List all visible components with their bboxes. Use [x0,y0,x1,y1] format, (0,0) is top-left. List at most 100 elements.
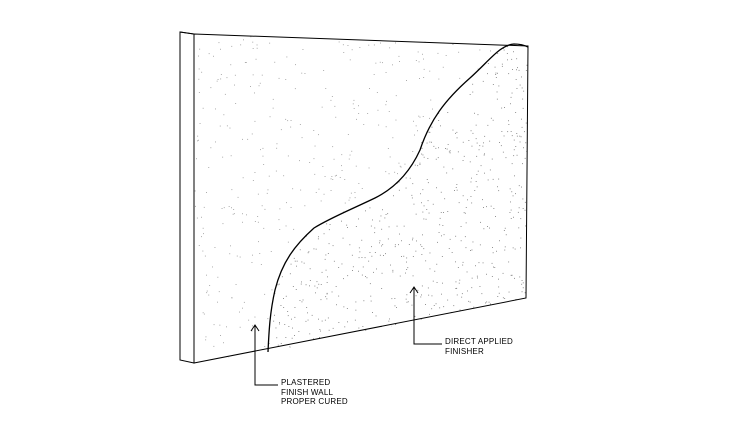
stipple-dot [496,317,498,319]
stipple-dot [460,151,462,153]
stipple-dot [472,66,474,67]
stipple-dot [210,152,211,153]
stipple-dot [433,61,435,63]
stipple-dot [345,280,347,282]
stipple-dot [518,185,520,187]
stipple-dot [425,218,427,220]
stipple-dot [518,195,519,196]
stipple-dot [480,198,481,199]
stipple-dot [464,193,466,195]
stipple-dot [406,257,408,259]
stipple-dot [455,187,457,188]
stipple-dot [322,159,324,161]
stipple-dot [438,323,440,324]
stipple-dot [251,330,253,332]
stipple-dot [208,294,210,296]
stipple-dot [283,118,284,120]
stipple-dot [414,164,416,166]
stipple-dot [380,42,381,44]
stipple-dot [219,87,220,88]
stipple-dot [458,282,460,284]
stipple-dot [341,154,343,156]
stipple-dot [213,55,214,57]
stipple-dot [429,141,431,143]
stipple-dot [427,259,429,261]
stipple-dot [451,252,453,253]
stipple-dot [345,116,347,118]
stipple-dot [265,96,266,97]
stipple-dot [243,107,244,108]
stipple-dot [515,348,517,350]
stipple-dot [277,212,279,213]
stipple-dot [440,125,441,127]
stipple-dot [327,100,329,102]
stipple-dot [411,197,413,199]
stipple-dot [242,213,243,215]
stipple-dot [526,268,528,269]
stipple-dot [493,208,495,209]
stipple-dot [216,264,217,265]
stipple-dot [237,231,238,232]
stipple-dot [521,35,522,36]
stipple-dot [336,174,337,176]
stipple-dot [354,151,356,152]
stipple-dot [386,100,387,102]
stipple-dot [469,151,471,153]
stipple-dot [212,201,213,202]
stipple-dot [400,325,402,327]
stipple-dot [268,173,269,175]
stipple-dot [297,292,299,294]
stipple-dot [309,285,310,287]
stipple-dot [287,219,289,221]
stipple-dot [475,181,477,182]
stipple-dot [395,343,397,344]
stipple-dot [389,156,391,158]
stipple-dot [391,298,393,300]
stipple-dot [263,164,265,165]
wall-face [193,33,529,364]
stipple-dot [244,140,245,141]
stipple-dot [465,178,467,180]
stipple-dot [426,209,428,210]
stipple-dot [456,294,458,296]
stipple-dot [461,293,463,295]
stipple-dot [518,69,520,71]
stipple-dot [392,271,394,273]
stipple-dot [301,137,303,139]
stipple-dot [429,325,431,327]
stipple-dot [392,221,394,223]
stipple-dot [276,149,278,151]
stipple-dot [238,276,239,277]
stipple-dot [221,242,222,243]
stipple-dot [525,225,527,227]
stipple-dot [519,84,521,86]
stipple-dot [200,195,201,196]
stipple-dot [282,99,284,100]
stipple-dot [435,147,437,149]
stipple-dot [294,290,295,292]
stipple-dot [252,41,254,43]
stipple-dot [471,202,473,204]
stipple-dot [203,318,204,319]
stipple-dot [511,58,513,60]
stipple-dot [305,284,307,286]
stipple-dot [406,104,408,106]
stipple-dot [419,330,420,332]
stipple-dot [511,135,513,137]
stipple-dot [308,251,310,253]
stipple-dot [366,170,367,172]
stipple-dot [489,227,490,229]
stipple-dot [413,39,414,40]
stipple-dot [393,299,394,301]
stipple-dot [484,153,485,155]
stipple-dot [393,326,394,328]
stipple-dot [520,345,521,346]
stipple-dot [316,44,318,45]
stipple-dot [456,139,458,141]
stipple-dot [508,124,510,125]
stipple-dot [430,151,431,152]
stipple-dot [462,141,464,143]
stipple-dot [346,224,348,226]
stipple-dot [313,130,315,131]
stipple-dot [270,48,272,49]
